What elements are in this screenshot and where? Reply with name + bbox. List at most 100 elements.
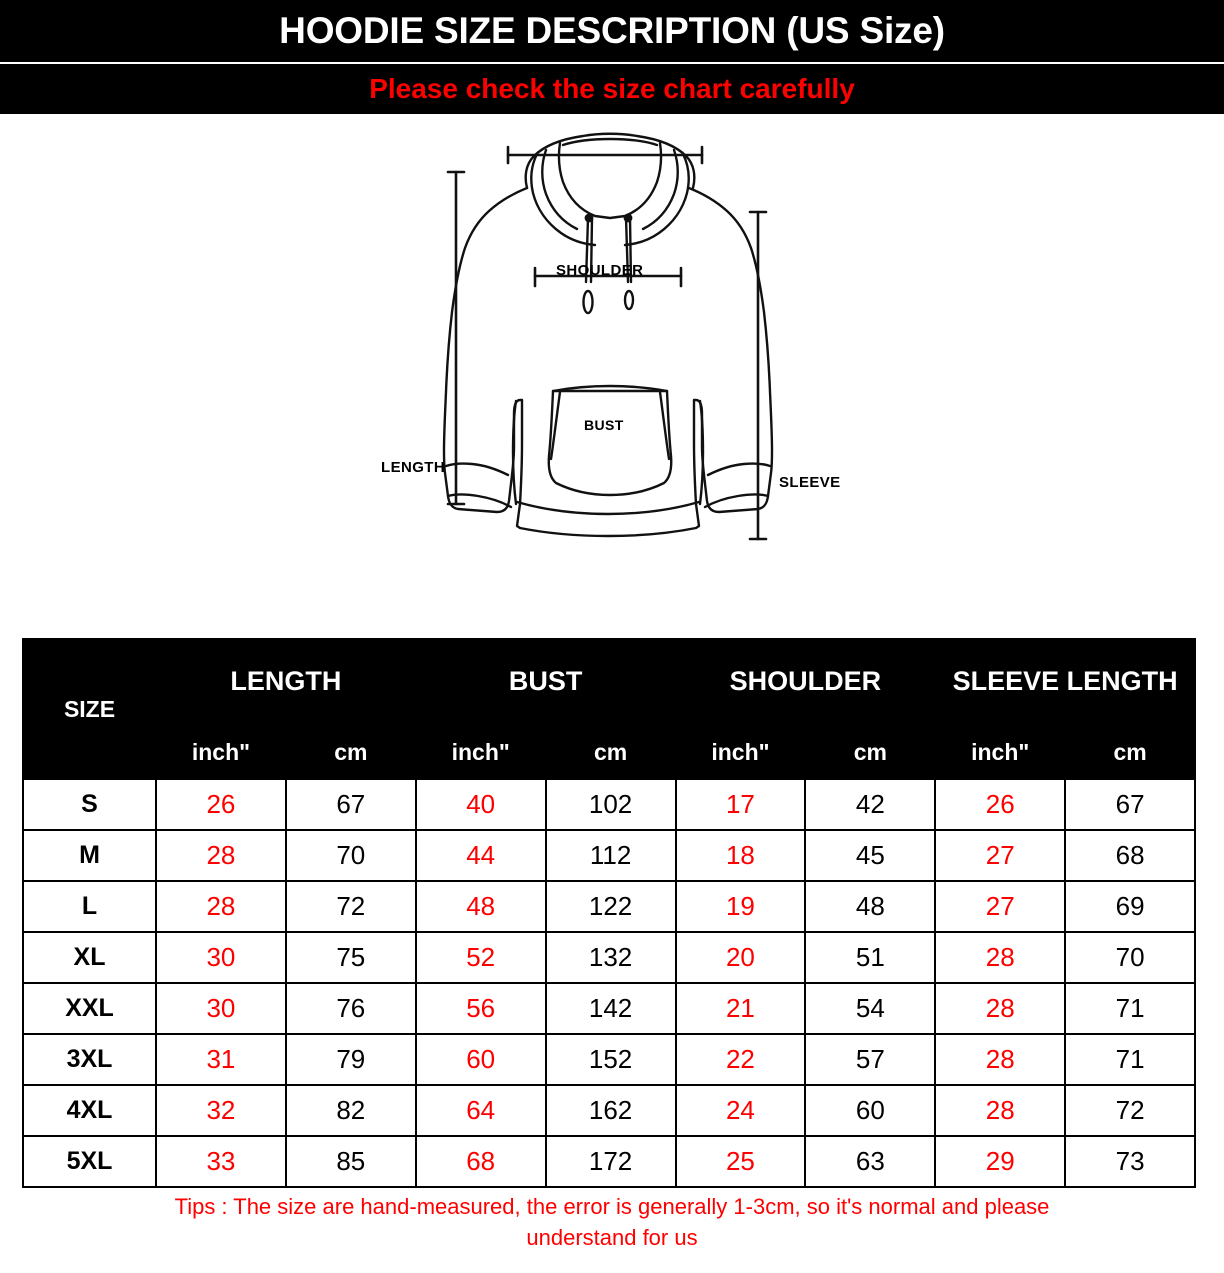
sleeve-seam-right <box>698 399 705 506</box>
cell-size: XL <box>22 931 157 984</box>
cell-shoulder-cm: 63 <box>804 1135 937 1188</box>
table-row: XXL 30 76 56 142 21 54 28 71 <box>22 982 1197 1035</box>
hood-neck-opening <box>557 141 663 220</box>
table-row: XL 30 75 52 132 20 51 28 70 <box>22 931 1197 984</box>
table-row: M 28 70 44 112 18 45 27 68 <box>22 829 1197 882</box>
table-row: S 26 67 40 102 17 42 26 67 <box>22 778 1197 831</box>
cell-length-cm: 75 <box>284 931 417 984</box>
cell-sleeve-inch: 28 <box>934 1033 1067 1086</box>
table-header: SIZE LENGTH BUST SHOULDER SLEEVE LENGTH … <box>22 638 1197 780</box>
cell-sleeve-cm: 71 <box>1064 982 1197 1035</box>
cell-shoulder-cm: 57 <box>804 1033 937 1086</box>
hem-band <box>515 500 701 516</box>
unit-header-sleeve-inch: inch" <box>934 724 1067 780</box>
column-header-bust: BUST <box>414 638 677 726</box>
page-subtitle: Please check the size chart carefully <box>369 73 855 104</box>
size-chart-table: SIZE LENGTH BUST SHOULDER SLEEVE LENGTH … <box>22 638 1197 1188</box>
cell-size: 3XL <box>22 1033 157 1086</box>
unit-header-shoulder-inch: inch" <box>674 724 807 780</box>
cell-shoulder-inch: 24 <box>674 1084 807 1137</box>
column-header-sleeve-length: SLEEVE LENGTH <box>934 638 1197 726</box>
pocket-opening-right <box>658 390 671 461</box>
sleeve-seam-left <box>511 399 518 506</box>
cell-shoulder-inch: 18 <box>674 829 807 882</box>
column-header-shoulder: SHOULDER <box>674 638 937 726</box>
page-title: HOODIE SIZE DESCRIPTION (US Size) <box>279 10 945 51</box>
cell-length-inch: 32 <box>155 1084 287 1137</box>
cell-sleeve-inch: 29 <box>934 1135 1067 1188</box>
cell-length-cm: 67 <box>284 778 417 831</box>
cell-shoulder-cm: 42 <box>804 778 937 831</box>
cell-shoulder-cm: 51 <box>804 931 937 984</box>
cell-bust-inch: 60 <box>414 1033 547 1086</box>
cell-sleeve-cm: 70 <box>1064 931 1197 984</box>
cell-length-inch: 33 <box>155 1135 287 1188</box>
unit-header-length-inch: inch" <box>155 724 287 780</box>
cell-length-inch: 26 <box>155 778 287 831</box>
cell-sleeve-cm: 73 <box>1064 1135 1197 1188</box>
cell-bust-cm: 112 <box>544 829 677 882</box>
footer-tip-line-1: Tips : The size are hand-measured, the e… <box>174 1194 1050 1219</box>
cell-length-cm: 70 <box>284 829 417 882</box>
cell-bust-inch: 52 <box>414 931 547 984</box>
cell-sleeve-inch: 28 <box>934 982 1067 1035</box>
cell-length-cm: 72 <box>284 880 417 933</box>
cell-bust-cm: 142 <box>544 982 677 1035</box>
cell-length-inch: 28 <box>155 829 287 882</box>
hood-inner-right <box>623 152 690 247</box>
cell-length-inch: 31 <box>155 1033 287 1086</box>
pocket-top-edge <box>551 384 669 393</box>
unit-header-bust-inch: inch" <box>414 724 547 780</box>
cell-bust-cm: 152 <box>544 1033 677 1086</box>
cell-length-cm: 82 <box>284 1084 417 1137</box>
cuff-left <box>444 462 513 509</box>
cell-bust-inch: 64 <box>414 1084 547 1137</box>
cell-sleeve-cm: 69 <box>1064 880 1197 933</box>
bust-dimension-line <box>533 266 683 288</box>
cell-shoulder-inch: 20 <box>674 931 807 984</box>
unit-header-sleeve-cm: cm <box>1064 724 1197 780</box>
table-row: 4XL 32 82 64 162 24 60 28 72 <box>22 1084 1197 1137</box>
unit-header-bust-cm: cm <box>544 724 677 780</box>
cell-shoulder-cm: 45 <box>804 829 937 882</box>
bust-dimension-label: BUST <box>584 417 624 433</box>
column-header-size: SIZE <box>22 638 157 780</box>
table-body: S 26 67 40 102 17 42 26 67 M 28 70 44 11… <box>22 778 1197 1188</box>
cell-sleeve-inch: 26 <box>934 778 1067 831</box>
cuff-right <box>703 462 772 509</box>
cell-sleeve-cm: 67 <box>1064 778 1197 831</box>
cell-sleeve-cm: 71 <box>1064 1033 1197 1086</box>
cell-length-inch: 28 <box>155 880 287 933</box>
cell-bust-cm: 122 <box>544 880 677 933</box>
cell-bust-cm: 162 <box>544 1084 677 1137</box>
cell-sleeve-cm: 68 <box>1064 829 1197 882</box>
hood-inner-left <box>530 152 597 247</box>
hood-collar-fold <box>561 137 659 147</box>
cell-shoulder-cm: 48 <box>804 880 937 933</box>
hood-shadow-left <box>541 148 579 231</box>
cell-bust-inch: 56 <box>414 982 547 1035</box>
cell-sleeve-inch: 27 <box>934 829 1067 882</box>
cell-length-inch: 30 <box>155 982 287 1035</box>
cell-length-cm: 85 <box>284 1135 417 1188</box>
cell-length-cm: 79 <box>284 1033 417 1086</box>
cell-size: 4XL <box>22 1084 157 1137</box>
header-title-bar: HOODIE SIZE DESCRIPTION (US Size) <box>0 0 1224 62</box>
header-subtitle-bar: Please check the size chart carefully <box>0 62 1224 114</box>
cell-bust-inch: 68 <box>414 1135 547 1188</box>
cell-size: S <box>22 778 157 831</box>
table-row: 5XL 33 85 68 172 25 63 29 73 <box>22 1135 1197 1188</box>
hoodie-diagram: SHOULDER LENGTH SLEEVE BUST Made by Poly… <box>0 114 1224 724</box>
cell-sleeve-inch: 28 <box>934 1084 1067 1137</box>
cell-bust-cm: 102 <box>544 778 677 831</box>
unit-header-length-cm: cm <box>284 724 417 780</box>
cell-shoulder-cm: 60 <box>804 1084 937 1137</box>
cell-shoulder-inch: 19 <box>674 880 807 933</box>
cell-shoulder-inch: 25 <box>674 1135 807 1188</box>
cell-shoulder-inch: 21 <box>674 982 807 1035</box>
cell-size: L <box>22 880 157 933</box>
column-header-length: LENGTH <box>155 638 417 726</box>
table-row: 3XL 31 79 60 152 22 57 28 71 <box>22 1033 1197 1086</box>
cell-length-cm: 76 <box>284 982 417 1035</box>
pocket-opening-left <box>549 390 562 461</box>
